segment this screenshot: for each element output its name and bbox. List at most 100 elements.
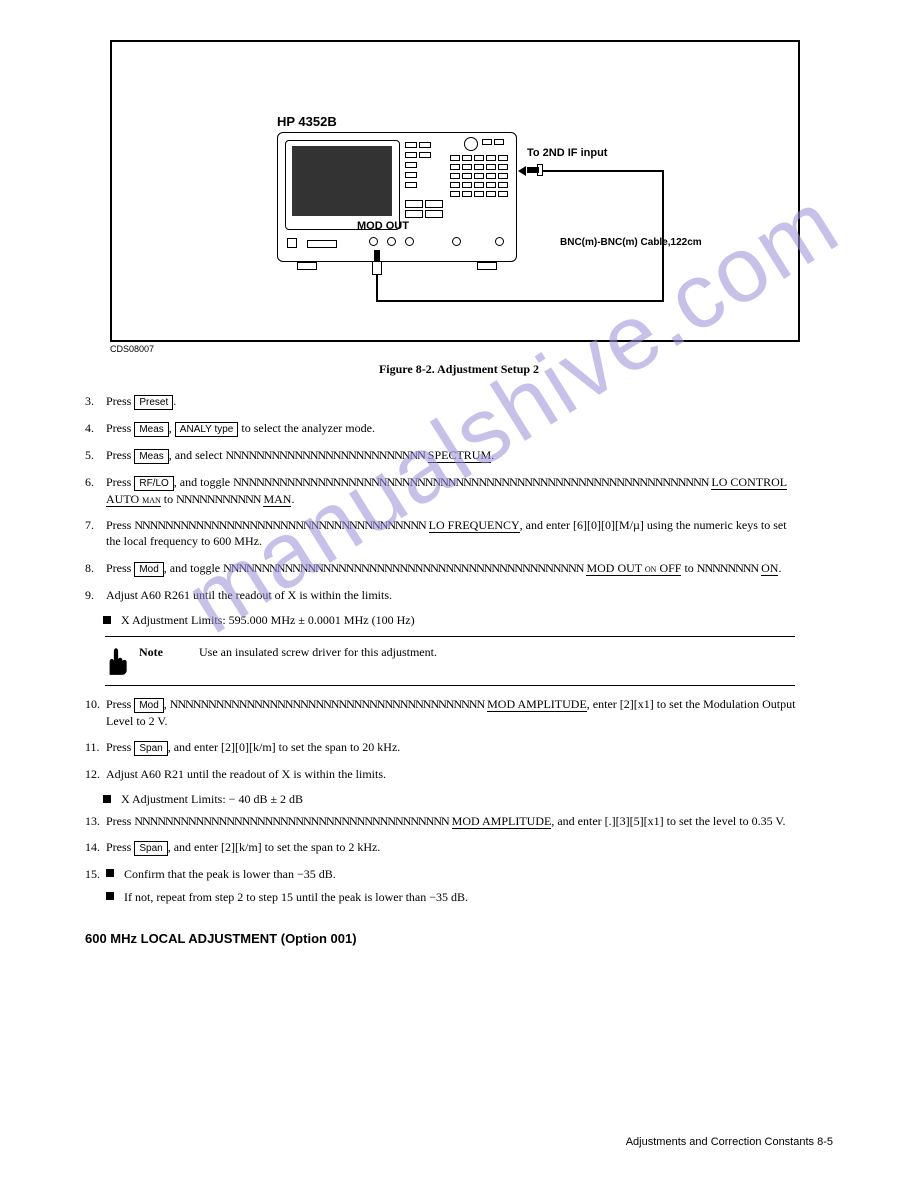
text: . bbox=[291, 492, 294, 506]
softkey-prefix: NNNNNNNNNNNNNNNNNNNNNNNNNNNNNNNNNNNNNN bbox=[134, 518, 425, 532]
text: Press bbox=[106, 475, 131, 489]
bullet-icon bbox=[106, 892, 114, 900]
text: 595.000 MHz ± 0.0001 MHz (100 Hz) bbox=[229, 613, 415, 627]
step-body: Press Meas, and select NNNNNNNNNNNNNNNNN… bbox=[106, 447, 796, 464]
connector-icon bbox=[374, 250, 380, 262]
keypad bbox=[494, 139, 504, 145]
text: µ bbox=[633, 518, 640, 532]
step-num: 8. bbox=[85, 560, 103, 576]
divider bbox=[105, 636, 795, 637]
softkey-prefix: NNNNNNNNNNN bbox=[176, 492, 260, 506]
key-mod: Mod bbox=[134, 562, 163, 577]
step-14: 14. Press Span, and enter [2][k/m] to se… bbox=[85, 839, 833, 856]
text: X Adjustment Limits: bbox=[121, 613, 226, 627]
port-icon bbox=[405, 237, 414, 246]
keypad bbox=[474, 155, 484, 161]
key-rflo: RF/LO bbox=[134, 476, 173, 491]
text: Adjust A60 R261 until the readout of X i… bbox=[106, 588, 392, 602]
key-meas: Meas bbox=[134, 449, 168, 464]
modout-label: MOD OUT bbox=[357, 220, 409, 232]
text: , and select bbox=[169, 448, 223, 462]
step-num: 11. bbox=[85, 739, 103, 755]
port bbox=[307, 240, 337, 248]
text: Press bbox=[106, 518, 131, 532]
page-footer: Adjustments and Correction Constants 8-5 bbox=[626, 1136, 833, 1148]
cable bbox=[542, 170, 664, 172]
softkey-prefix: NNNNNNNNNNNNNNNNNNNNNNNNNNNNNNNNNNNNNNNN… bbox=[134, 814, 448, 828]
step-body: Press Mod, and toggle NNNNNNNNNNNNNNNNNN… bbox=[106, 560, 796, 577]
text: , and toggle bbox=[174, 475, 230, 489]
text: , and toggle bbox=[164, 561, 220, 575]
step-body: Adjust A60 R261 until the readout of X i… bbox=[106, 587, 796, 603]
cable bbox=[376, 300, 664, 302]
step-body: Press NNNNNNNNNNNNNNNNNNNNNNNNNNNNNNNNNN… bbox=[106, 517, 796, 549]
knob-icon bbox=[464, 137, 478, 151]
figure-caption: Figure 8-2. Adjustment Setup 2 bbox=[85, 362, 833, 377]
device-foot bbox=[477, 262, 497, 270]
text: Press bbox=[106, 814, 131, 828]
step-num: 13. bbox=[85, 813, 103, 829]
note-row: Note Use an insulated screw driver for t… bbox=[103, 645, 833, 677]
step-num: 4. bbox=[85, 420, 103, 436]
step-3: 3. Press Preset. bbox=[85, 393, 833, 410]
keypad bbox=[405, 182, 417, 188]
text: X Adjustment Limits: bbox=[121, 792, 226, 806]
softkey-man: MAN bbox=[263, 492, 291, 507]
keypad bbox=[486, 173, 496, 179]
step-body: Press Span, and enter [2][k/m] to set th… bbox=[106, 839, 796, 856]
section-title: 600 MHz LOCAL ADJUSTMENT (Option 001) bbox=[85, 931, 833, 946]
step-num: 10. bbox=[85, 696, 103, 712]
device-screen bbox=[292, 146, 392, 216]
text: Press bbox=[106, 740, 131, 754]
keypad bbox=[450, 164, 460, 170]
keypad bbox=[474, 164, 484, 170]
text: − 40 dB ± 2 dB bbox=[229, 792, 303, 806]
step-4: 4. Press Meas, ANALY type to select the … bbox=[85, 420, 833, 437]
keypad bbox=[405, 210, 423, 218]
step-10: 10. Press Mod, NNNNNNNNNNNNNNNNNNNNNNNNN… bbox=[85, 696, 833, 729]
softkey-prefix: NNNNNNNNNNNNNNNNNNNNNNNNNNNNNNNNNNNNNNNN… bbox=[223, 561, 583, 575]
step-num: 6. bbox=[85, 474, 103, 490]
adjustment-limits-2: X Adjustment Limits: − 40 dB ± 2 dB bbox=[103, 792, 833, 807]
step-7: 7. Press NNNNNNNNNNNNNNNNNNNNNNNNNNNNNNN… bbox=[85, 517, 833, 549]
step-num: 9. bbox=[85, 587, 103, 603]
key-span: Span bbox=[134, 741, 167, 756]
key-analy: ANALY type bbox=[175, 422, 239, 437]
keypad bbox=[405, 142, 417, 148]
step-15: 15. Confirm that the peak is lower than … bbox=[85, 866, 833, 910]
key-meas: Meas bbox=[134, 422, 168, 437]
key-span: Span bbox=[134, 841, 167, 856]
arrow-icon bbox=[518, 166, 526, 176]
keypad bbox=[462, 182, 472, 188]
keypad bbox=[462, 191, 472, 197]
softkey-lo-freq: LO FREQUENCY bbox=[429, 518, 520, 533]
keypad bbox=[474, 191, 484, 197]
text: X Adjustment Limits: − 40 dB ± 2 dB bbox=[121, 792, 303, 807]
step-body: Press Preset. bbox=[106, 393, 796, 410]
keypad bbox=[498, 191, 508, 197]
text: to bbox=[164, 492, 173, 506]
port-icon bbox=[452, 237, 461, 246]
keypad bbox=[405, 200, 423, 208]
step-num: 15. bbox=[85, 866, 103, 882]
text: If not, repeat from step 2 to step 15 un… bbox=[124, 889, 468, 905]
step-11: 11. Press Span, and enter [2][0][k/m] to… bbox=[85, 739, 833, 756]
key-preset: Preset bbox=[134, 395, 173, 410]
step-body: Press NNNNNNNNNNNNNNNNNNNNNNNNNNNNNNNNNN… bbox=[106, 813, 796, 829]
step-5: 5. Press Meas, and select NNNNNNNNNNNNNN… bbox=[85, 447, 833, 464]
step-num: 3. bbox=[85, 393, 103, 409]
text: Confirm that the peak is lower than −35 … bbox=[124, 866, 336, 882]
device-foot bbox=[297, 262, 317, 270]
step-13: 13. Press NNNNNNNNNNNNNNNNNNNNNNNNNNNNNN… bbox=[85, 813, 833, 829]
softkey-modamp: MOD AMPLITUDE bbox=[452, 814, 552, 829]
step-num: 5. bbox=[85, 447, 103, 463]
port-icon bbox=[387, 237, 396, 246]
text: , and enter [.][3][5][x1] to set the lev… bbox=[551, 814, 785, 828]
softkey-prefix: NNNNNNNNNNNNNNNNNNNNNNNNNNNNNNNNNNNNNNNN… bbox=[170, 697, 484, 711]
step-8: 8. Press Mod, and toggle NNNNNNNNNNNNNNN… bbox=[85, 560, 833, 577]
hand-icon bbox=[103, 645, 129, 677]
keypad bbox=[419, 142, 431, 148]
bullet-icon bbox=[103, 795, 111, 803]
step-9: 9. Adjust A60 R261 until the readout of … bbox=[85, 587, 833, 603]
keypad bbox=[498, 155, 508, 161]
